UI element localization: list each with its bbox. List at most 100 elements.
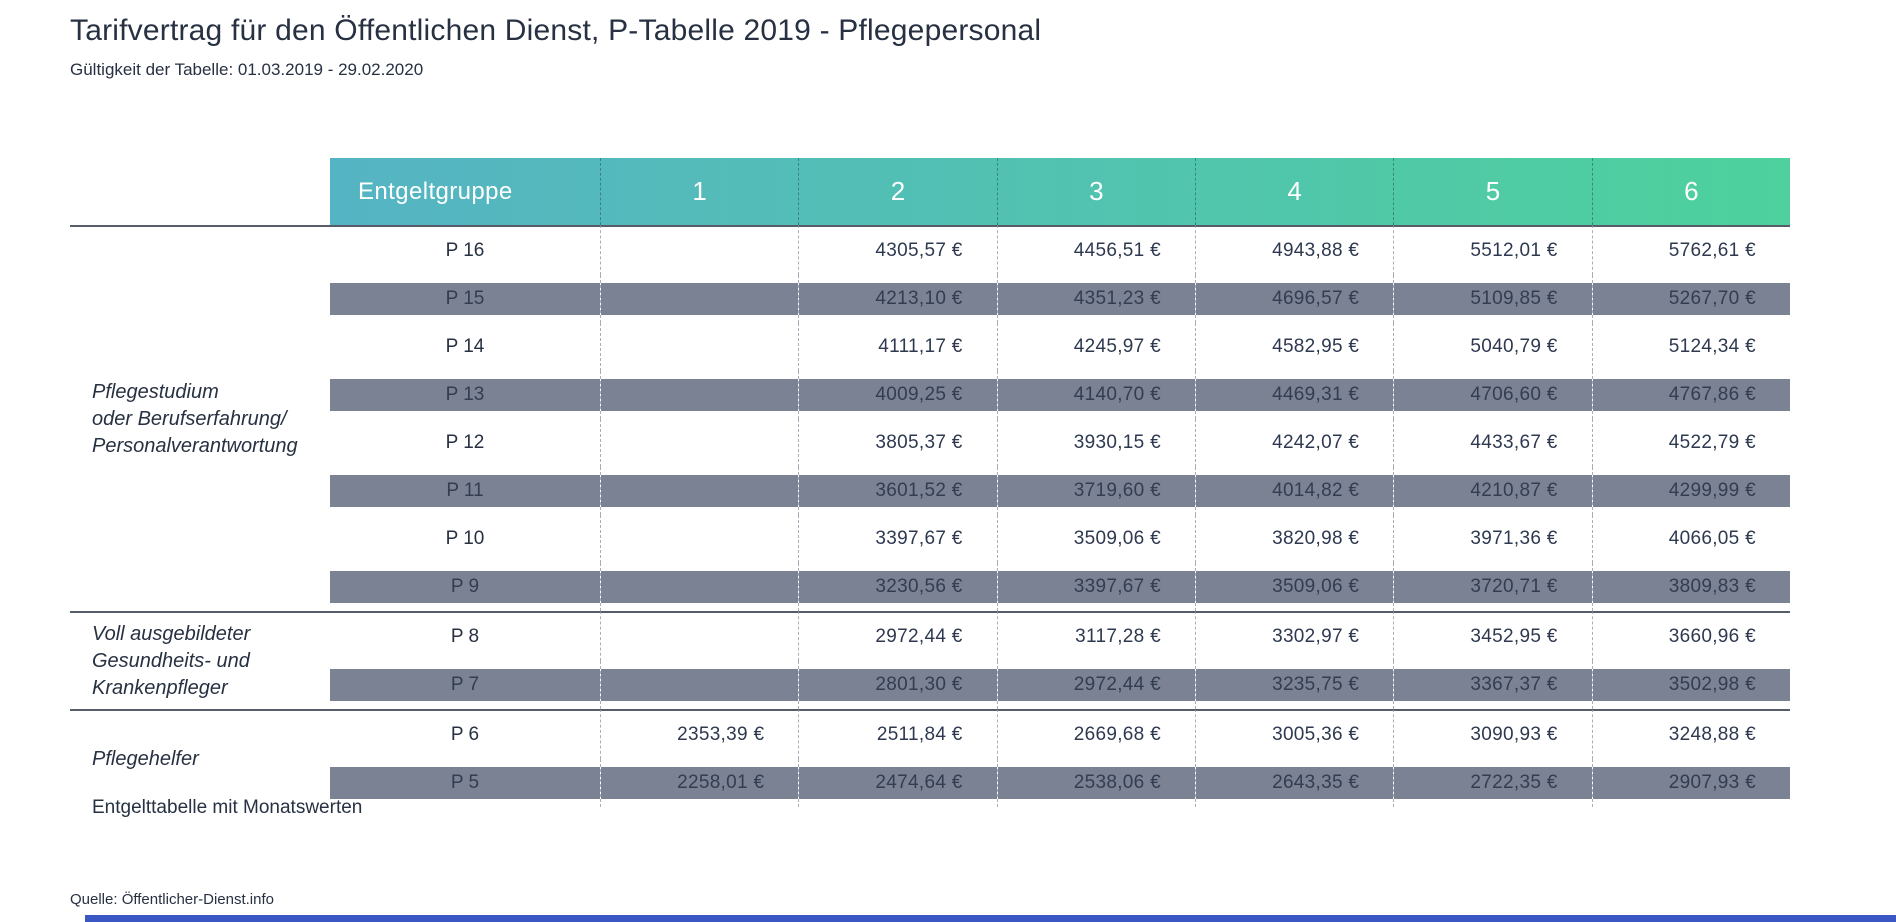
value-cell: 3660,96 €	[1591, 611, 1790, 661]
value-cell	[600, 661, 799, 709]
value-cell: 4213,10 €	[798, 275, 997, 323]
value-cell: 5762,61 €	[1591, 225, 1790, 275]
value-cell: 2669,68 €	[996, 709, 1195, 759]
value-cell: 4111,17 €	[798, 323, 996, 371]
value-cell	[600, 323, 798, 371]
value-cell: 5267,70 €	[1591, 275, 1790, 323]
table-row: P 5 2258,01 €2474,64 €2538,06 €2643,35 €2…	[70, 759, 1790, 807]
header-spacer	[70, 158, 330, 225]
value-cell: 4943,88 €	[1194, 225, 1394, 275]
table-row: P 14 4111,17 €4245,97 €4582,95 €5040,79 €…	[70, 323, 1790, 371]
section-label: Voll ausgebildeter Gesundheits- und Kranke…	[70, 611, 330, 709]
table-row: P 9 3230,56 €3397,67 €3509,06 €3720,71 €3…	[70, 563, 1790, 611]
value-cell: 3452,95 €	[1393, 611, 1592, 661]
section-label: Pflegestudium oder Berufserfahrung/Person…	[70, 225, 330, 611]
value-cell: 4242,07 €	[1194, 419, 1393, 467]
value-cell: 5512,01 €	[1393, 225, 1592, 275]
column-header-4: 4	[1194, 158, 1394, 225]
value-cell	[600, 515, 798, 563]
column-header-5: 5	[1393, 158, 1592, 225]
value-cell: 4245,97 €	[996, 323, 1195, 371]
table-row: Pflegestudium oder Berufserfahrung/Person…	[70, 225, 1790, 611]
table-row: P 10 3397,67 €3509,06 €3820,98 €3971,36 €…	[70, 515, 1790, 563]
table-row: Voll ausgebildeter Gesundheits- und Kranke…	[70, 611, 1790, 709]
value-cell: 2353,39 €	[600, 709, 799, 759]
value-cell: 4582,95 €	[1194, 323, 1393, 371]
value-cell: 2722,35 €	[1393, 759, 1592, 807]
value-cell: 4140,70 €	[996, 371, 1195, 419]
column-header-1: 1	[600, 158, 799, 225]
value-cell: 5040,79 €	[1393, 323, 1591, 371]
value-cell: 4009,25 €	[798, 371, 997, 419]
source-note: Quelle: Öffentlicher-Dienst.info	[70, 891, 274, 908]
value-cell: 4305,57 €	[798, 225, 997, 275]
value-cell: 3719,60 €	[996, 467, 1195, 515]
entgeltgruppe-cell: P 15	[330, 275, 600, 323]
value-cell: 2511,84 €	[798, 709, 997, 759]
value-cell: 2643,35 €	[1194, 759, 1394, 807]
table-row: Pflegehelfer P 6 2353,39 €2511,84 €2669,68…	[70, 709, 1790, 807]
value-cell: 3117,28 €	[996, 611, 1195, 661]
value-cell: 3090,93 €	[1393, 709, 1592, 759]
value-cell: 3230,56 €	[798, 563, 997, 611]
value-cell: 3397,67 €	[996, 563, 1195, 611]
table-row: P 12 3805,37 €3930,15 €4242,07 €4433,67 €…	[70, 419, 1790, 467]
entgeltgruppe-cell: P 11	[330, 467, 600, 515]
value-cell: 3809,83 €	[1591, 563, 1790, 611]
table-row: P 15 4213,10 €4351,23 €4696,57 €5109,85 €…	[70, 275, 1790, 323]
value-cell: 3971,36 €	[1393, 515, 1591, 563]
column-header-6: 6	[1591, 158, 1790, 225]
value-cell: 3502,98 €	[1591, 661, 1790, 709]
value-cell: 3367,37 €	[1393, 661, 1592, 709]
value-cell: 2972,44 €	[996, 661, 1195, 709]
value-cell: 3248,88 €	[1591, 709, 1790, 759]
value-cell	[600, 467, 799, 515]
table-row: P 11 3601,52 €3719,60 €4014,82 €4210,87 €…	[70, 467, 1790, 515]
value-cell: 2538,06 €	[996, 759, 1195, 807]
value-cell: 5124,34 €	[1591, 323, 1790, 371]
value-cell: 2907,93 €	[1591, 759, 1790, 807]
value-cell: 3302,97 €	[1194, 611, 1394, 661]
entgeltgruppe-cell: P 9	[330, 563, 600, 611]
entgeltgruppe-cell: P 12	[445, 432, 485, 453]
value-cell	[600, 419, 798, 467]
value-cell: 4456,51 €	[996, 225, 1195, 275]
value-cell	[600, 371, 799, 419]
value-cell: 4522,79 €	[1591, 419, 1790, 467]
value-cell	[600, 225, 799, 275]
value-cell: 4469,31 €	[1194, 371, 1394, 419]
footnote: Entgelttabelle mit Monatswerten	[92, 797, 363, 818]
entgeltgruppe-cell: P 13	[330, 371, 600, 419]
value-cell: 3509,06 €	[1194, 563, 1394, 611]
value-cell: 4299,99 €	[1591, 467, 1790, 515]
entgeltgruppe-cell: P 16	[330, 225, 600, 275]
table-row: P 13 4009,25 €4140,70 €4469,31 €4706,60 €…	[70, 371, 1790, 419]
value-cell: 4696,57 €	[1194, 275, 1394, 323]
value-cell	[600, 563, 799, 611]
value-cell: 2972,44 €	[798, 611, 997, 661]
value-cell: 4066,05 €	[1591, 515, 1790, 563]
page-title: Tarifvertrag für den Öffentlichen Dienst…	[70, 14, 1042, 47]
value-cell: 3805,37 €	[798, 419, 996, 467]
column-header-3: 3	[996, 158, 1195, 225]
value-cell: 4210,87 €	[1393, 467, 1592, 515]
entgeltgruppe-cell: P 8	[330, 611, 600, 661]
value-cell: 3601,52 €	[798, 467, 997, 515]
entgeltgruppe-header: Entgeltgruppe	[330, 158, 600, 225]
value-cell: 4351,23 €	[996, 275, 1195, 323]
table-row: P 7 2801,30 €2972,44 €3235,75 €3367,37 €3…	[70, 661, 1790, 709]
entgeltgruppe-cell: P 6	[330, 709, 600, 759]
value-cell: 3397,67 €	[798, 515, 996, 563]
value-cell: 4767,86 €	[1591, 371, 1790, 419]
entgeltgruppe-cell: P 5	[330, 759, 600, 807]
section-label: Pflegehelfer	[70, 709, 330, 807]
value-cell: 3820,98 €	[1194, 515, 1393, 563]
value-cell: 2474,64 €	[798, 759, 997, 807]
table-section: Pflegehelfer P 6 2353,39 €2511,84 €2669,68…	[70, 709, 1790, 807]
value-cell: 3509,06 €	[996, 515, 1195, 563]
value-cell	[600, 275, 799, 323]
value-cell: 3005,36 €	[1194, 709, 1394, 759]
value-cell: 2801,30 €	[798, 661, 997, 709]
value-cell: 3235,75 €	[1194, 661, 1394, 709]
